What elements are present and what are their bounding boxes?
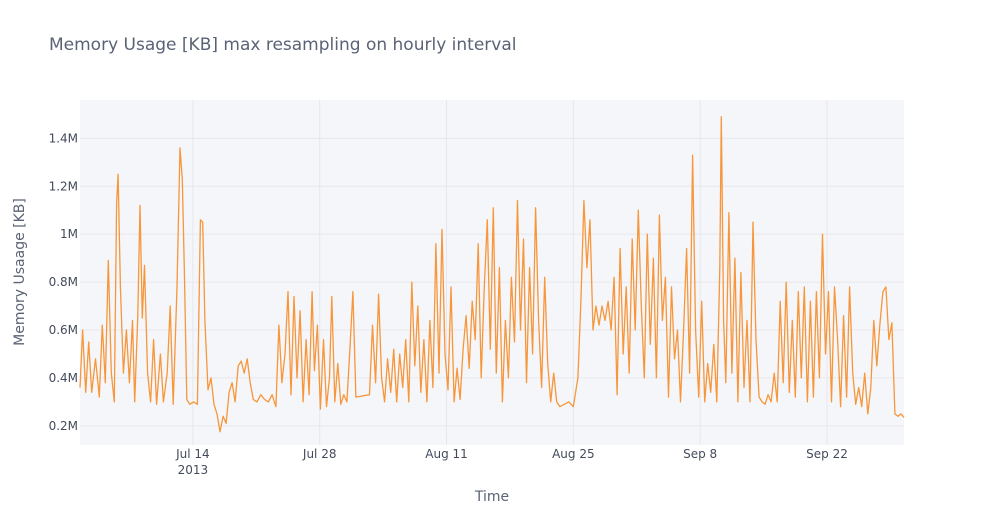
y-tick-label: 1.2M (49, 179, 78, 193)
x-tick-label: Sep 8 (683, 447, 717, 461)
x-tick-label: Aug 25 (552, 447, 595, 461)
chart-title: Memory Usage [KB] max resampling on hour… (49, 35, 516, 55)
y-tick-label: 1M (60, 227, 78, 241)
series-line (79, 116, 905, 433)
x-tick-labels: Jul 14 2013 Jul 28 Aug 11 Aug 25 Sep 8 Sep 22 (175, 447, 848, 477)
y-axis-title: Memory Usaage [KB] (12, 198, 28, 346)
y-tick-label: 0.2M (49, 419, 78, 433)
x-tick-label: Jul 28 (302, 447, 337, 461)
y-gridlines (80, 137, 904, 427)
y-tick-label: 0.4M (49, 371, 78, 385)
x-tick-sublabel: 2013 (178, 463, 209, 477)
x-tick-label: Sep 22 (806, 447, 848, 461)
x-tick-label: Jul 14 (175, 447, 210, 461)
series-layer (79, 116, 905, 433)
y-tick-label: 0.8M (49, 275, 78, 289)
x-axis-title: Time (474, 489, 509, 505)
y-tick-labels: 0.2M 0.4M 0.6M 0.8M 1M 1.2M 1.4M (49, 131, 78, 433)
x-tick-label: Aug 11 (425, 447, 468, 461)
y-tick-label: 1.4M (49, 131, 78, 145)
y-tick-label: 0.6M (49, 323, 78, 337)
